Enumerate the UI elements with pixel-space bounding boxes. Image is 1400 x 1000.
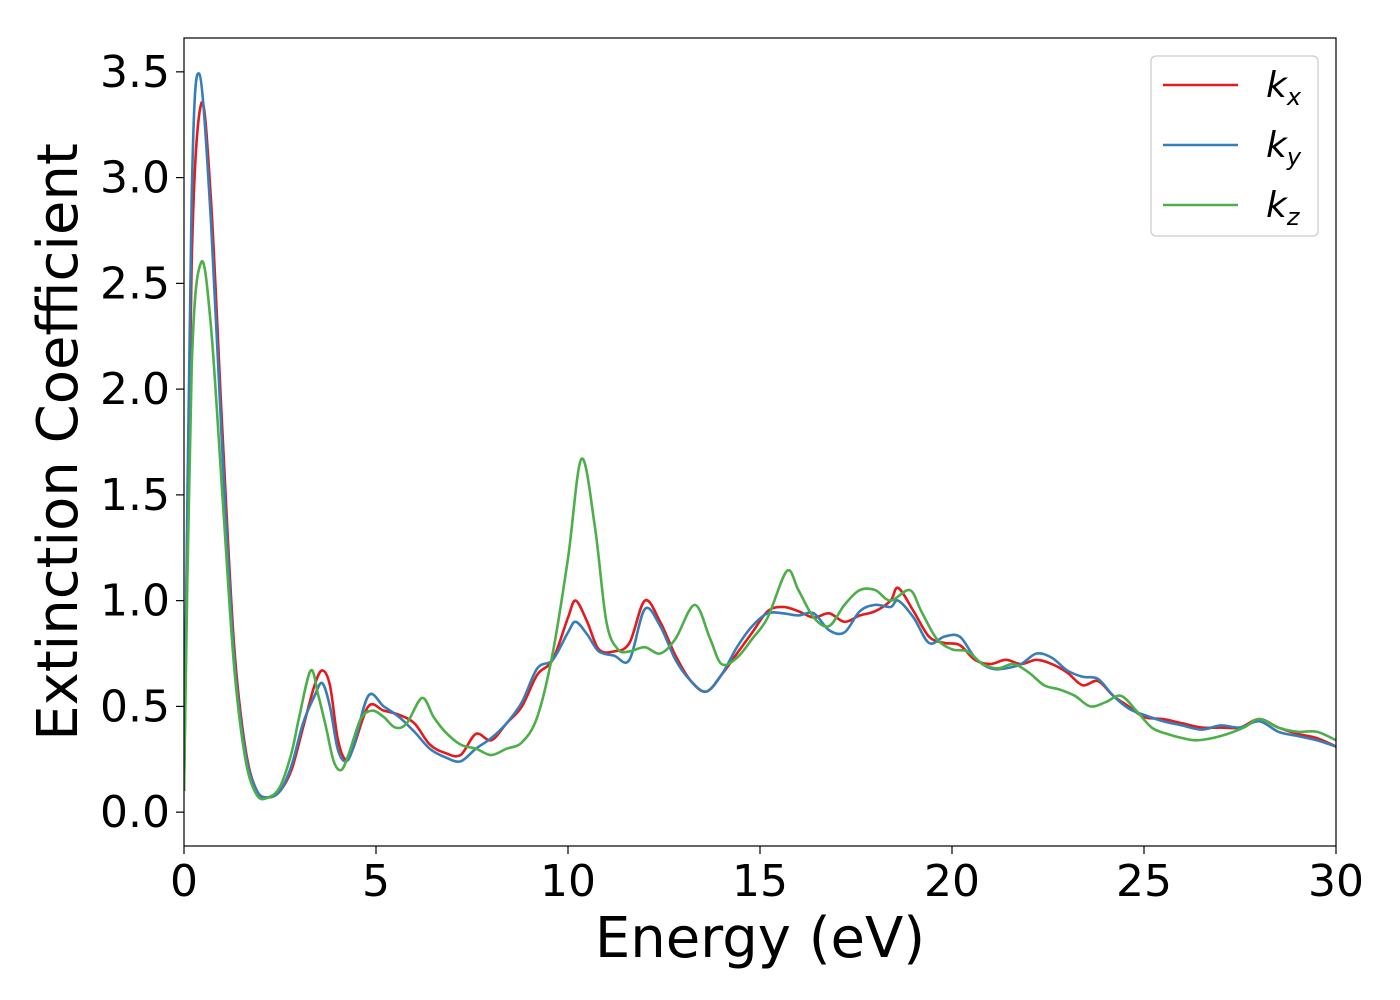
legend-label-main: k bbox=[1266, 125, 1289, 166]
x-axis-label: Energy (eV) bbox=[595, 906, 925, 971]
y-tick-label: 1.0 bbox=[100, 576, 170, 627]
x-tick-label: 30 bbox=[1308, 856, 1364, 907]
series-layer bbox=[184, 72, 1336, 801]
x-tick-label: 0 bbox=[170, 856, 198, 907]
x-tick-label: 20 bbox=[924, 856, 980, 907]
x-tick-label: 5 bbox=[362, 856, 390, 907]
x-tick-label: 25 bbox=[1116, 856, 1172, 907]
x-tick-label: 10 bbox=[540, 856, 596, 907]
series-line-kx bbox=[184, 100, 1336, 799]
series-line-kz bbox=[184, 259, 1336, 801]
series-line-ky bbox=[184, 72, 1336, 799]
y-tick-label: 0.0 bbox=[100, 787, 170, 838]
y-axis-label: Extinction Coefficient bbox=[26, 143, 91, 741]
legend-label-main: k bbox=[1266, 185, 1289, 226]
y-tick-label: 2.5 bbox=[100, 258, 170, 309]
legend-label-ky: ky bbox=[1266, 125, 1302, 171]
y-tick-label: 1.5 bbox=[100, 470, 170, 521]
legend-label-kx: kx bbox=[1266, 65, 1302, 111]
legend-label-subscript: x bbox=[1286, 83, 1302, 111]
legend-label-subscript: y bbox=[1286, 143, 1302, 171]
y-tick-label: 0.5 bbox=[100, 681, 170, 732]
ticks-layer: 0 5 10 15 20 25 30 0.0 0.5 1.0 1.5 2.0 2.5 3.0 3.5 bbox=[100, 47, 1364, 907]
legend-label-subscript: z bbox=[1286, 203, 1301, 231]
y-tick-label: 2.0 bbox=[100, 364, 170, 415]
legend-label-main: k bbox=[1266, 65, 1289, 106]
legend-label-kz: kz bbox=[1266, 185, 1301, 231]
y-tick-label: 3.0 bbox=[100, 153, 170, 204]
y-tick-label: 3.5 bbox=[100, 47, 170, 98]
x-tick-label: 15 bbox=[732, 856, 788, 907]
